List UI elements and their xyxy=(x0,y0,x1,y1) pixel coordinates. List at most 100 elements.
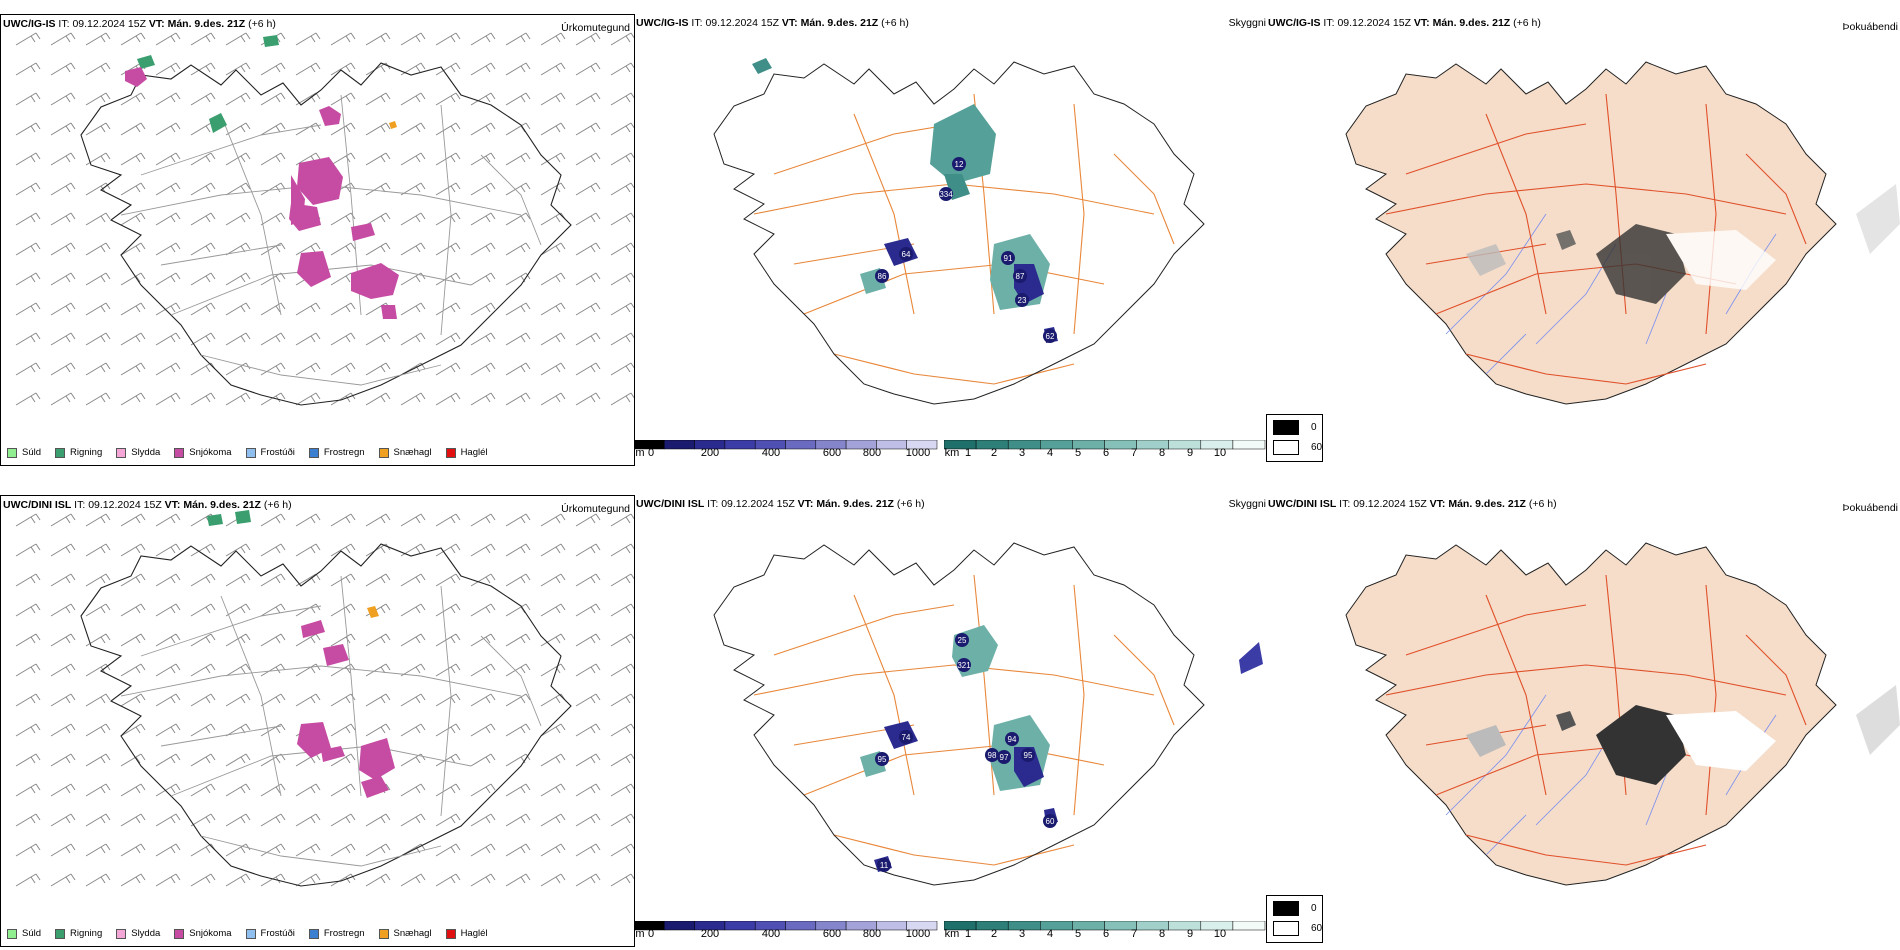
wind-barb xyxy=(225,543,251,557)
wind-barb xyxy=(190,603,216,617)
wind-barb xyxy=(400,873,426,887)
fog-areas xyxy=(1466,184,1900,304)
wind-barb xyxy=(260,633,286,647)
wind-barb xyxy=(505,693,531,707)
wind-barb xyxy=(330,212,356,226)
panel-type-label: Skyggni xyxy=(1228,17,1266,29)
wind-barb xyxy=(120,212,146,226)
wind-barb xyxy=(85,122,111,136)
wind-barb xyxy=(470,332,496,346)
wind-barb xyxy=(225,873,251,887)
panel-title: UWC/DINI ISL IT: 09.12.2024 15Z VT: Mán.… xyxy=(3,499,292,511)
legend-item: Slydda xyxy=(116,928,160,939)
wind-barb xyxy=(400,272,426,286)
wind-barb xyxy=(295,32,321,46)
wind-barb xyxy=(190,62,216,76)
legend-item: Snæhagl xyxy=(378,447,432,458)
wind-barb xyxy=(505,302,531,316)
wind-barb xyxy=(120,693,146,707)
road-line xyxy=(480,635,542,727)
wind-barb xyxy=(155,723,181,737)
wind-barb xyxy=(610,813,634,827)
wind-barb xyxy=(15,843,41,857)
wind-barb xyxy=(15,663,41,677)
wind-barb xyxy=(400,633,426,647)
visibility-value-label: 23 xyxy=(1015,293,1029,307)
wind-barb xyxy=(225,573,251,587)
wind-barb xyxy=(470,633,496,647)
svg-text:95: 95 xyxy=(1024,751,1033,760)
wind-barb xyxy=(190,873,216,887)
wind-barb xyxy=(575,242,601,256)
wind-barb xyxy=(575,513,601,527)
wind-barb xyxy=(505,783,531,797)
road-line xyxy=(1405,604,1587,656)
tick: 5 xyxy=(1074,928,1082,940)
colorbar-segment xyxy=(724,920,756,931)
wind-barb xyxy=(505,332,531,346)
wind-barb xyxy=(50,813,76,827)
wind-barb xyxy=(15,332,41,346)
fog-colorbar: 0 60 xyxy=(1266,895,1323,943)
wind-barb xyxy=(155,62,181,76)
wind-barb xyxy=(610,693,634,707)
wind-barb xyxy=(50,332,76,346)
fog-label-high: 0 xyxy=(1311,903,1317,914)
wind-barb xyxy=(365,212,391,226)
wind-barb xyxy=(610,873,634,887)
road-line xyxy=(1745,153,1807,245)
road-line xyxy=(440,585,452,817)
wind-barb xyxy=(400,723,426,737)
wind-barb xyxy=(400,302,426,316)
road-line xyxy=(1745,634,1807,726)
wind-barb xyxy=(85,573,111,587)
road-line xyxy=(160,244,282,266)
tick: 8 xyxy=(1158,447,1166,459)
wind-barb xyxy=(610,573,634,587)
road-line xyxy=(1705,103,1717,335)
road-line xyxy=(753,664,1155,696)
wind-barb xyxy=(15,633,41,647)
wind-barb xyxy=(470,783,496,797)
wind-barb xyxy=(50,212,76,226)
wind-barb xyxy=(225,603,251,617)
wind-barb xyxy=(435,182,461,196)
wind-barb xyxy=(85,543,111,557)
legend-item: Frostúði xyxy=(245,928,295,939)
low-visibility-areas xyxy=(860,625,1263,872)
wind-barb xyxy=(260,783,286,797)
wind-barb xyxy=(505,603,531,617)
wind-barb xyxy=(120,392,146,406)
road-line xyxy=(773,604,955,656)
wind-barb xyxy=(50,392,76,406)
wind-barb xyxy=(225,152,251,166)
wind-barb xyxy=(435,813,461,827)
wind-barb xyxy=(15,513,41,527)
wind-barb xyxy=(610,122,634,136)
wind-barb xyxy=(505,242,531,256)
wind-barb xyxy=(50,182,76,196)
tick: 6 xyxy=(1102,928,1110,940)
wind-barb xyxy=(330,813,356,827)
road-lines xyxy=(120,94,542,386)
tick: 5 xyxy=(1074,447,1082,459)
svg-text:95: 95 xyxy=(878,755,887,764)
wind-barb xyxy=(50,152,76,166)
wind-barb xyxy=(575,32,601,46)
tick: 0 xyxy=(647,447,655,459)
wind-barb xyxy=(85,873,111,887)
wind-barb xyxy=(85,302,111,316)
wind-barb xyxy=(190,32,216,46)
wind-barb xyxy=(295,543,321,557)
wind-barb xyxy=(540,182,566,196)
wind-barb xyxy=(575,753,601,767)
road-line xyxy=(1113,153,1175,245)
wind-barb xyxy=(50,302,76,316)
wind-barb xyxy=(295,633,321,647)
wind-barb xyxy=(190,723,216,737)
colorbar-segment xyxy=(906,920,938,931)
wind-barb xyxy=(85,332,111,346)
colorbar-segment xyxy=(1040,439,1073,450)
